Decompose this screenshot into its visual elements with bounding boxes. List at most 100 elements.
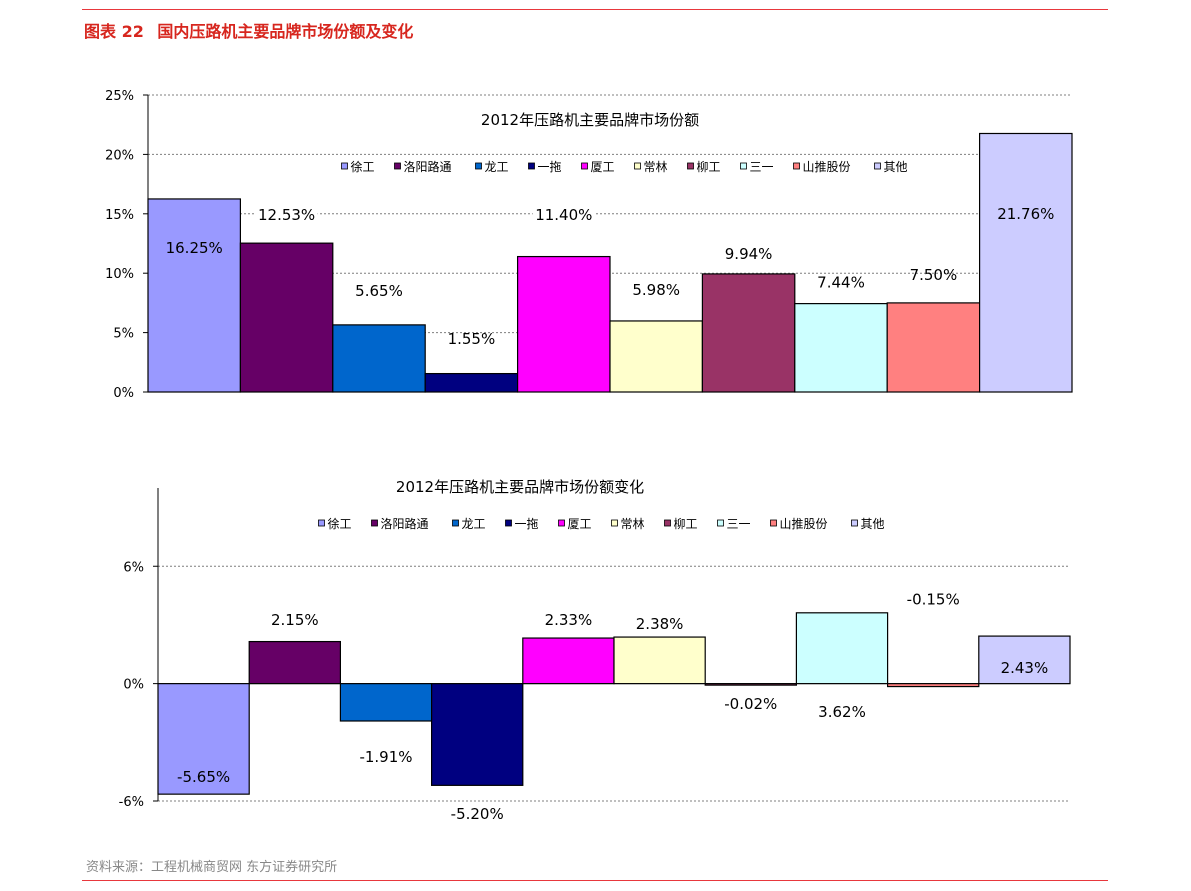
chart2-legend-swatch-6 (611, 519, 618, 527)
chart1-legend-label-2: 洛阳路通 (404, 159, 452, 174)
chart1-bar-10 (978, 132, 1073, 393)
chart1-legend-label-8: 三一 (750, 160, 774, 174)
chart1-legend-label-6: 常林 (644, 160, 668, 174)
chart2-legend-label-9: 山推股份 (780, 517, 828, 531)
chart1-value-label-1: 16.25% (166, 239, 223, 257)
chart1-bar-7 (701, 273, 796, 393)
chart1-bar-2 (239, 242, 334, 393)
chart1-legend-label-9: 山推股份 (803, 160, 851, 174)
chart1-bar-9 (886, 302, 981, 393)
chart2-value-label-3: -1.91% (359, 748, 412, 766)
chart2-value-label-4: -5.20% (451, 805, 504, 823)
chart2-legend-swatch-5 (558, 519, 565, 527)
chart1-title: 2012年压路机主要品牌市场份额 (481, 111, 699, 129)
chart1-legend-swatch-2 (394, 162, 401, 170)
bottom-rule (82, 880, 1108, 881)
chart2-value-label-5: 2.33% (545, 611, 593, 629)
chart1-legend-label-7: 柳工 (697, 160, 721, 174)
chart2-legend-swatch-2 (371, 519, 378, 527)
chart2-bar-5 (522, 637, 615, 685)
chart1-value-label-5: 11.40% (535, 206, 592, 224)
chart1-value-label-7: 9.94% (725, 245, 773, 263)
chart2-legend-swatch-8 (717, 519, 724, 527)
chart1-legend-swatch-1 (341, 162, 348, 170)
chart2-bar-1 (157, 683, 250, 795)
chart1-legend-label-4: 一拖 (538, 160, 562, 174)
chart2-y-tick-label: -6% (119, 795, 144, 810)
chart2-bar-9 (886, 683, 980, 688)
chart2-legend-label-1: 徐工 (328, 516, 352, 531)
chart2-bar-10 (978, 635, 1071, 685)
chart2-value-label-7: -0.02% (724, 695, 777, 713)
figure-title: 图表 22 国内压路机主要品牌市场份额及变化 (84, 18, 413, 42)
chart2-legend-swatch-10 (851, 519, 858, 527)
chart1-y-tick-label: 25% (105, 89, 134, 104)
source-note: 资料来源：工程机械商贸网 东方证券研究所 (86, 860, 338, 875)
chart1-legend-label-5: 厦工 (591, 160, 615, 174)
chart2-legend-label-3: 龙工 (462, 517, 486, 531)
chart2-bar-6 (613, 636, 706, 685)
chart1-title-bg (430, 105, 750, 133)
chart2-value-label-1: -5.65% (177, 768, 230, 786)
chart2-y-tick-label: 6% (123, 560, 144, 575)
chart2-bar-4 (431, 683, 524, 786)
chart2-legend-label-10: 其他 (861, 517, 885, 531)
chart1-y-tick-label: 5% (113, 327, 134, 342)
chart2-value-label-6: 2.38% (636, 615, 684, 633)
chart1-y-tick-label: 0% (113, 386, 134, 401)
chart1-legend-label-10: 其他 (884, 160, 908, 174)
chart2-y-tick-label: 0% (123, 678, 144, 693)
chart1-value-label-2: 12.53% (258, 206, 315, 224)
chart1-y-tick-label: 10% (105, 267, 134, 282)
chart2-legend-label-5: 厦工 (568, 517, 592, 531)
chart2-bar-2 (248, 640, 341, 685)
chart1-legend-swatch-9 (793, 162, 800, 170)
chart1-value-label-9: 7.50% (910, 266, 958, 284)
chart2-value-label-8: 3.62% (818, 703, 866, 721)
chart1-bar-6 (609, 320, 704, 393)
chart1-legend-label-3: 龙工 (485, 160, 509, 174)
chart2-value-label-9: -0.15% (907, 591, 960, 609)
chart1-value-label-bg-2 (255, 204, 318, 225)
chart2-legend-label-7: 柳工 (674, 517, 698, 531)
chart1-value-label-8: 7.44% (817, 274, 865, 292)
chart2-legend-swatch-1 (318, 519, 325, 527)
chart2-bar-3 (339, 683, 433, 722)
chart1-value-label-bg-5 (532, 204, 595, 225)
chart1-value-label-4: 1.55% (448, 330, 496, 348)
chart2-legend-label-8: 三一 (727, 517, 751, 531)
chart2-legend-swatch-7 (664, 519, 671, 527)
chart1-y-tick-label: 20% (105, 148, 134, 163)
chart2-bar-8 (795, 612, 889, 685)
chart1-legend-swatch-3 (475, 162, 482, 170)
chart2-bar-7 (704, 683, 798, 686)
chart2-value-label-2: 2.15% (271, 611, 319, 629)
chart1-legend-swatch-6 (634, 162, 641, 170)
chart2-legend-swatch-4 (505, 519, 512, 527)
figure-label: 图表 22 (84, 22, 144, 41)
chart2-title-bg (360, 472, 680, 500)
chart2-legend-label-4: 一拖 (515, 517, 539, 531)
chart1-legend-bg (335, 158, 925, 178)
chart2-legend-label-2: 洛阳路通 (381, 516, 429, 531)
chart2-legend-bg (312, 515, 902, 535)
chart1-legend-swatch-7 (687, 162, 694, 170)
chart2-legend-label-6: 常林 (621, 517, 645, 531)
chart1-bar-8 (794, 303, 888, 393)
chart1-legend-swatch-10 (874, 162, 881, 170)
chart1-y-tick-label: 15% (105, 208, 134, 223)
chart1-bar-3 (332, 324, 426, 393)
chart2-legend-swatch-3 (452, 519, 459, 527)
chart1-value-label-6: 5.98% (632, 281, 680, 299)
top-rule (82, 9, 1108, 10)
chart2-title: 2012年压路机主要品牌市场份额变化 (396, 478, 644, 496)
chart2-legend-swatch-9 (770, 519, 777, 527)
chart1-legend-swatch-5 (581, 162, 588, 170)
chart1-value-label-3: 5.65% (355, 282, 403, 300)
chart1-legend-swatch-8 (740, 162, 747, 170)
chart1-legend-label-1: 徐工 (351, 159, 375, 174)
chart1-value-label-10: 21.76% (997, 205, 1054, 223)
chart1-legend-swatch-4 (528, 162, 535, 170)
